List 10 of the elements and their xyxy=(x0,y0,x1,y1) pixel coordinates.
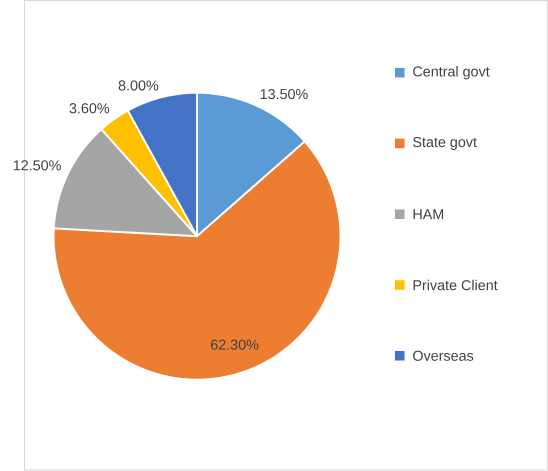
legend-label: Overseas xyxy=(413,350,474,362)
legend-label: Central govt xyxy=(413,66,490,80)
legend-label: HAM xyxy=(414,210,444,220)
data-label: 12.50% xyxy=(14,160,61,171)
data-label: 8.00% xyxy=(118,80,158,91)
legend-label: State govt xyxy=(413,137,477,150)
data-label: 13.50% xyxy=(260,89,308,100)
data-label: 3.60% xyxy=(70,103,110,114)
data-label: 62.30% xyxy=(210,340,258,350)
legend-label: Private Client xyxy=(414,280,498,290)
